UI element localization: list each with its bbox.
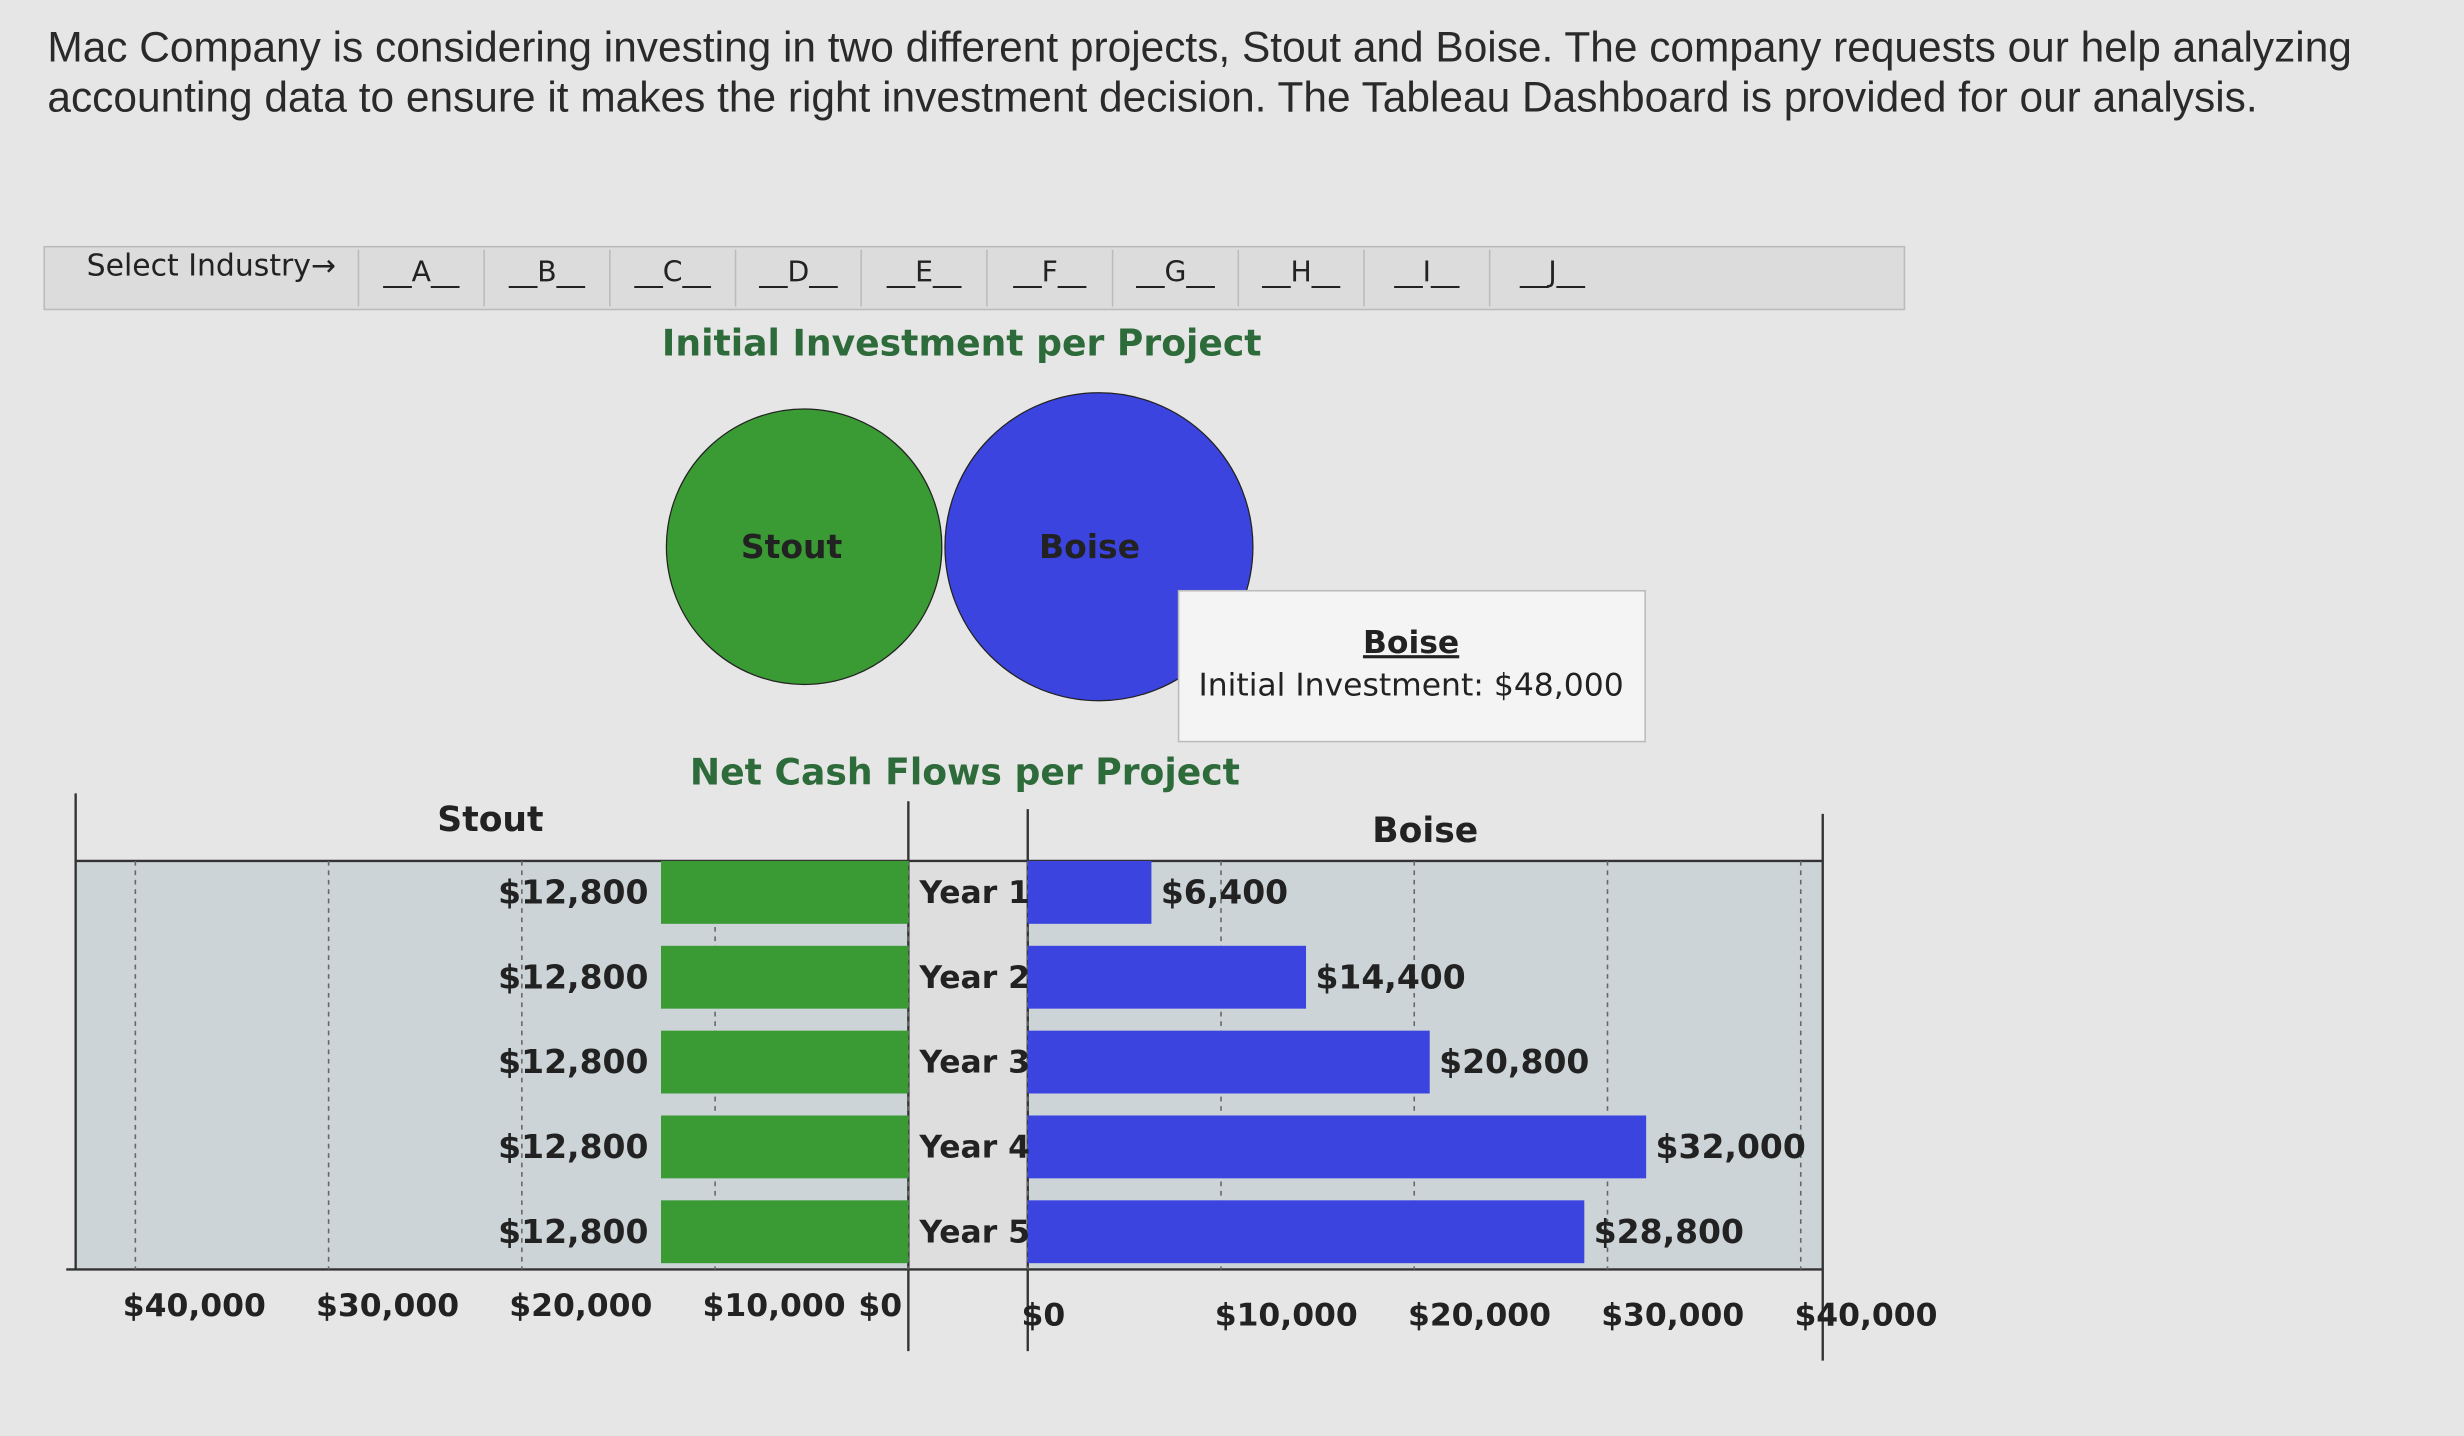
- panel-header: Boise: [1372, 811, 1478, 851]
- value-label: $12,800: [498, 1127, 648, 1166]
- x-tick-label: $20,000: [509, 1288, 652, 1324]
- value-label: $20,800: [1439, 1042, 1589, 1081]
- bar: [660, 1115, 909, 1179]
- filter-option[interactable]: __J__: [1519, 255, 1586, 288]
- tooltip-box: [1177, 589, 1646, 743]
- intro-text: Mac Company is considering investing in …: [47, 23, 2352, 121]
- value-label: $12,800: [498, 1042, 648, 1081]
- filter-option[interactable]: __G__: [1135, 255, 1215, 288]
- bar: [660, 945, 909, 1009]
- category-label: Year 3: [918, 1045, 1030, 1081]
- value-label: $6,400: [1161, 872, 1288, 911]
- filter-option[interactable]: __E__: [886, 255, 962, 288]
- x-tick-label: $30,000: [1601, 1298, 1744, 1334]
- category-label: Year 2: [918, 960, 1030, 996]
- value-label: $12,800: [498, 1212, 648, 1251]
- category-label: Year 5: [918, 1214, 1030, 1250]
- bar: [660, 860, 909, 924]
- intro-box: Mac Company is considering investing in …: [47, 23, 2352, 121]
- bubble-title: Initial Investment per Project: [662, 322, 1262, 365]
- filter-option[interactable]: __F__: [1012, 255, 1087, 288]
- value-label: $32,000: [1656, 1127, 1806, 1166]
- x-tick-label: $10,000: [1215, 1298, 1358, 1334]
- x-tick-label: $0: [1021, 1298, 1065, 1334]
- tooltip-text: Initial Investment: $48,000: [1198, 668, 1623, 704]
- filter-option[interactable]: __B__: [508, 255, 586, 288]
- tooltip-title: Boise: [1363, 625, 1459, 661]
- x-tick-label: $30,000: [316, 1288, 459, 1324]
- bar: [1027, 1030, 1430, 1094]
- filter-option[interactable]: __C__: [634, 255, 712, 288]
- category-column: [908, 860, 1028, 1270]
- bubble: [944, 392, 1254, 702]
- x-tick-label: $40,000: [123, 1288, 266, 1324]
- category-label: Year 1: [918, 875, 1030, 911]
- bar: [1027, 860, 1152, 924]
- bubble: [665, 408, 943, 686]
- bubble-label: Stout: [741, 527, 843, 566]
- value-label: $12,800: [498, 872, 648, 911]
- filter-option[interactable]: __H__: [1261, 255, 1341, 288]
- filter-option[interactable]: __I__: [1393, 255, 1460, 288]
- filter-label: Select Industry→: [87, 249, 336, 284]
- category-label: Year 4: [918, 1129, 1030, 1165]
- bar: [1027, 1115, 1647, 1179]
- panel-header: Stout: [437, 800, 543, 840]
- x-tick-label: $0: [858, 1288, 902, 1324]
- bar: [660, 1200, 909, 1264]
- value-label: $12,800: [498, 957, 648, 996]
- value-label: $14,400: [1315, 957, 1465, 996]
- bubble-label: Boise: [1039, 527, 1140, 566]
- bar: [1027, 945, 1307, 1009]
- filter-bar: [43, 245, 1906, 311]
- bar: [660, 1030, 909, 1094]
- bar-title: Net Cash Flows per Project: [690, 751, 1240, 794]
- value-label: $28,800: [1594, 1212, 1744, 1251]
- x-tick-label: $40,000: [1794, 1298, 1937, 1334]
- x-tick-label: $20,000: [1408, 1298, 1551, 1334]
- bar: [1027, 1200, 1585, 1264]
- x-tick-label: $10,000: [703, 1288, 846, 1324]
- filter-option[interactable]: __D__: [758, 255, 838, 288]
- filter-option[interactable]: __A__: [382, 255, 460, 288]
